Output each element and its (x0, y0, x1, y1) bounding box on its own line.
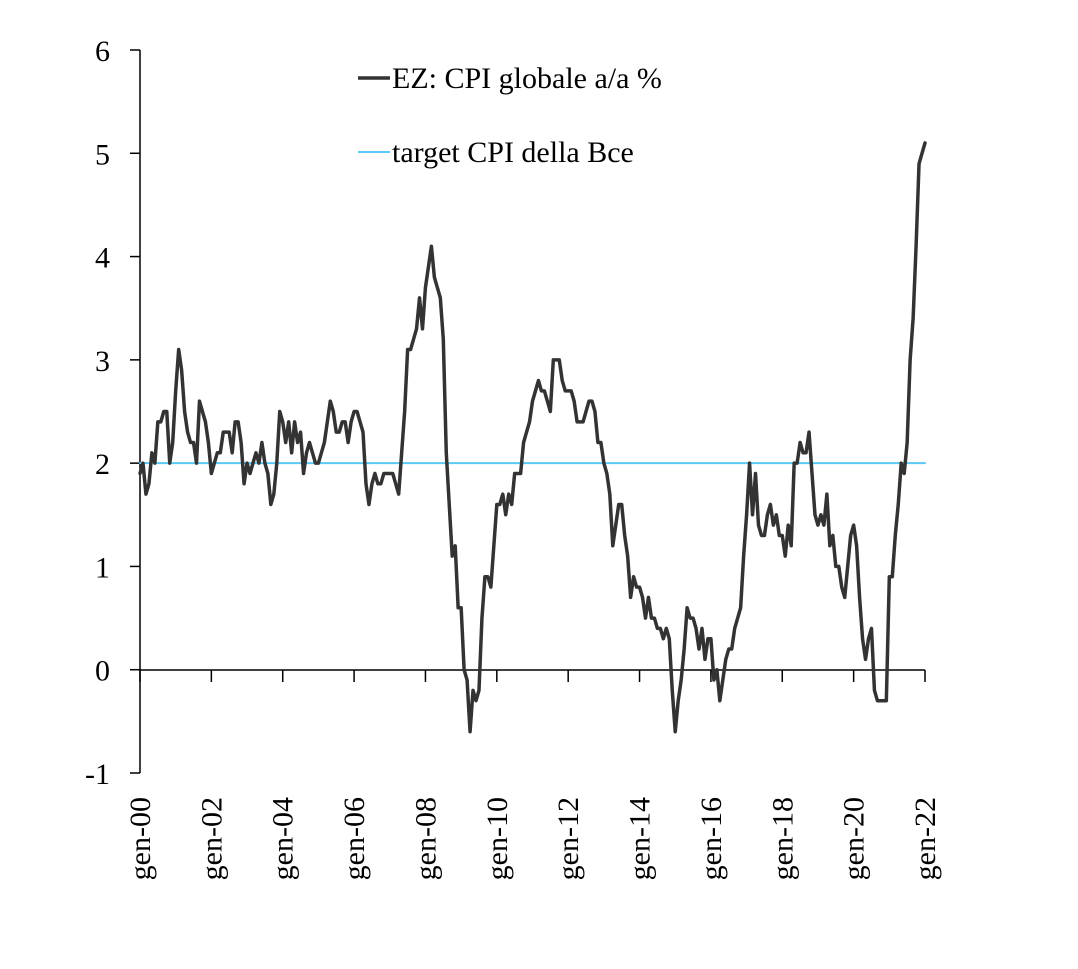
x-tick-label: gen-08 (409, 797, 442, 880)
y-tick-label: 3 (95, 345, 110, 378)
y-tick-label: 2 (95, 448, 110, 481)
y-tick-label: 0 (95, 655, 110, 688)
x-tick-label: gen-10 (481, 797, 514, 880)
x-tick-label: gen-00 (124, 797, 157, 880)
x-tick-label: gen-20 (838, 797, 871, 880)
series-layer (138, 141, 927, 734)
x-tick-label: gen-16 (695, 797, 728, 880)
legend-label-target: target CPI della Bce (392, 136, 634, 169)
x-tick-label: gen-06 (338, 797, 371, 880)
x-tick-label: gen-12 (552, 797, 585, 880)
legend-label-cpi: EZ: CPI globale a/a % (392, 62, 662, 95)
y-tick-label: 6 (95, 35, 110, 68)
y-tick-label: 4 (95, 242, 110, 275)
y-tick-label: 1 (95, 551, 110, 584)
axes: -1 0 1 2 3 4 5 6 gen-00 gen-02 gen-04 gen-06 gen-08 g… (85, 35, 942, 880)
series-cpi-line (138, 141, 927, 734)
legend: EZ: CPI globale a/a % target CPI della Bc… (358, 62, 662, 169)
x-tick-label: gen-18 (766, 797, 799, 880)
x-tick-label: gen-04 (267, 797, 300, 880)
x-tick-label: gen-22 (909, 797, 942, 880)
x-tick-label: gen-14 (624, 797, 657, 880)
y-tick-label: -1 (85, 758, 110, 791)
x-tick-label: gen-02 (195, 797, 228, 880)
y-tick-label: 5 (95, 138, 110, 171)
